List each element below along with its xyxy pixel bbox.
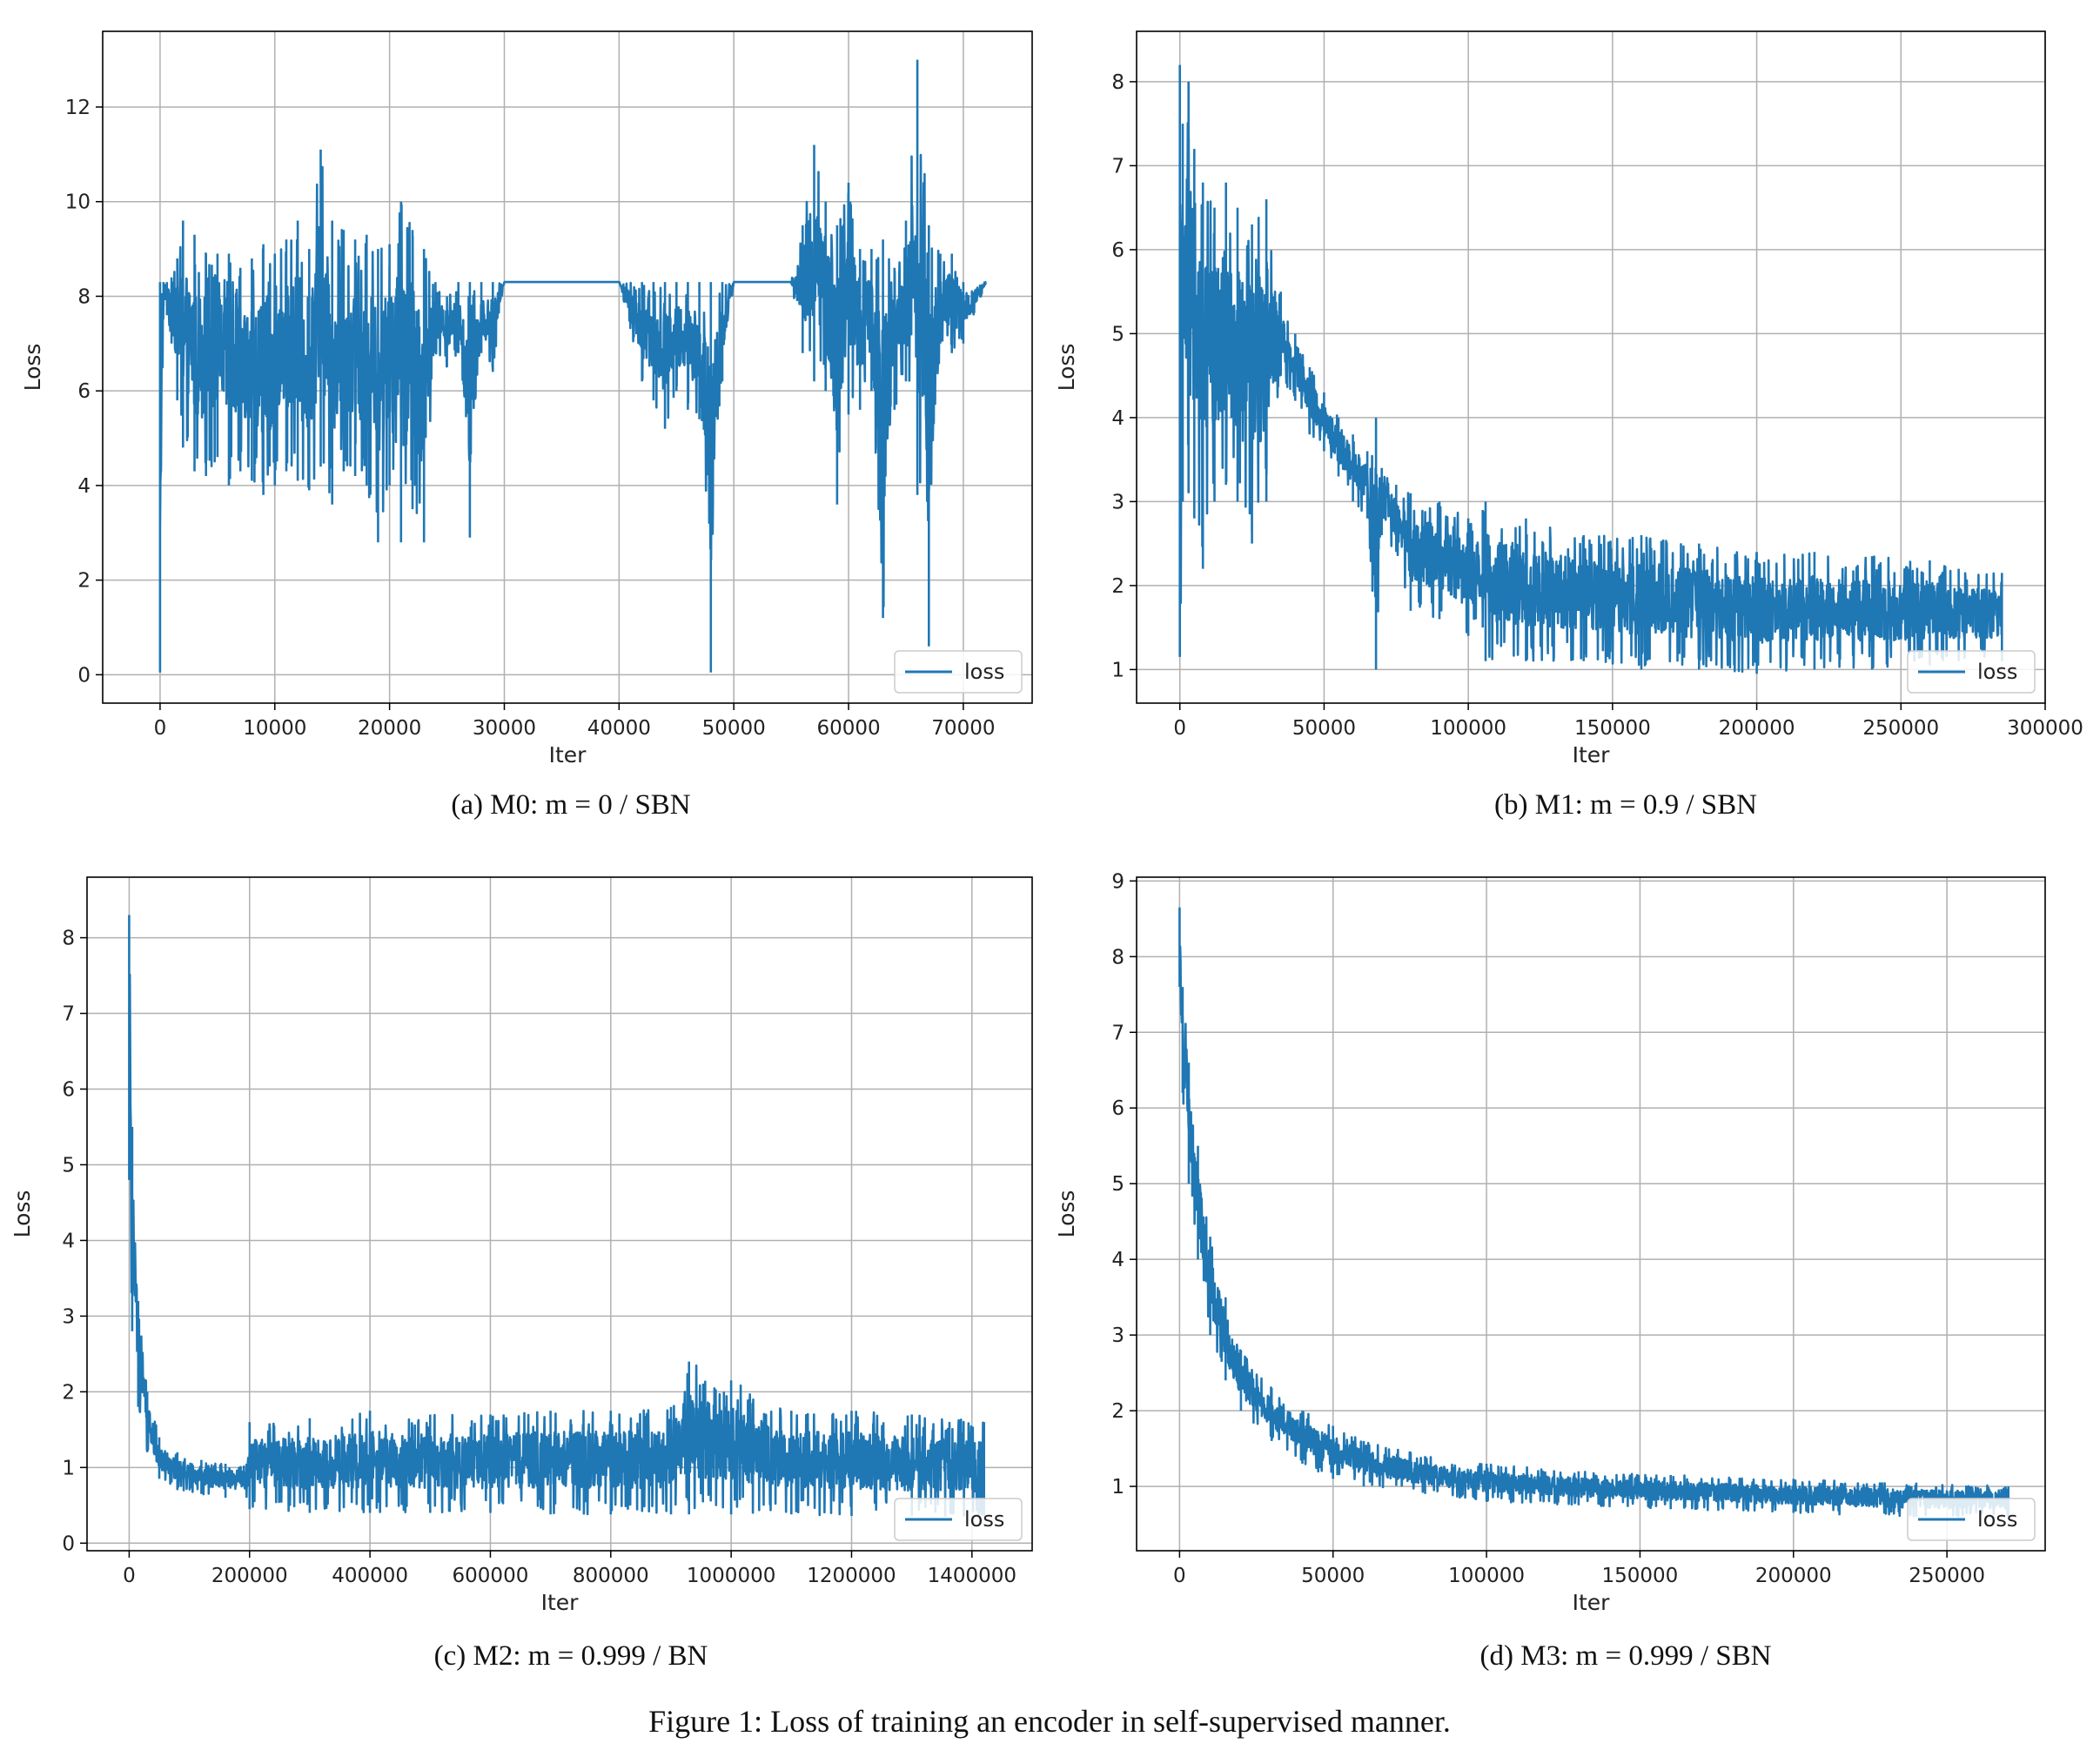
- y-tick-label: 3: [1111, 491, 1124, 513]
- x-axis-label: Iter: [1573, 1590, 1611, 1615]
- legend-box: [894, 1498, 1023, 1541]
- y-tick-label: 5: [62, 1154, 75, 1177]
- x-tick-label: 50000: [702, 717, 766, 740]
- panel-d-m3: (d) M3: m = 0.999 / SBN 0 50000 100000 1500…: [1054, 870, 2046, 1672]
- y-tick-label: 12: [65, 97, 91, 119]
- y-tick-label: 6: [77, 380, 91, 403]
- y-tick-label: 10: [65, 191, 91, 214]
- series-loss-line: [128, 915, 985, 1518]
- y-tick-label: 6: [62, 1079, 75, 1102]
- x-tick-label: 200000: [211, 1565, 288, 1587]
- x-tick-label: 300000: [2007, 717, 2083, 740]
- x-tick-label: 150000: [1574, 717, 1651, 740]
- y-tick-label: 8: [1111, 946, 1124, 969]
- x-axis-label: Iter: [1573, 742, 1611, 768]
- x-tick-label: 250000: [1909, 1565, 1985, 1587]
- x-tick-label: 50000: [1292, 717, 1356, 740]
- x-tick-label: 800000: [573, 1565, 649, 1587]
- y-axis-label: Loss: [1054, 344, 1079, 392]
- y-tick-label: 1: [1111, 659, 1124, 681]
- x-axis-label: Iter: [541, 1590, 580, 1615]
- x-tick-label: 250000: [1862, 717, 1939, 740]
- y-tick-label: 8: [1111, 71, 1124, 94]
- y-tick-label: 3: [1111, 1324, 1124, 1347]
- x-tick-label: 0: [154, 717, 167, 740]
- y-tick-label: 4: [1111, 1249, 1124, 1271]
- x-axis-label: Iter: [549, 742, 587, 768]
- x-tick-label: 100000: [1430, 717, 1506, 740]
- legend-label: loss: [1977, 1507, 2017, 1532]
- x-tick-label: 600000: [453, 1565, 529, 1587]
- y-tick-label: 1: [1111, 1476, 1124, 1499]
- axes-frame: [102, 30, 1033, 704]
- series-loss-line: [1178, 907, 2009, 1518]
- x-tick-label: 40000: [587, 717, 651, 740]
- y-tick-label: 7: [1111, 155, 1124, 178]
- x-tick-label: 0: [1173, 717, 1186, 740]
- y-tick-label: 6: [1111, 1097, 1124, 1120]
- x-tick-label: 200000: [1755, 1565, 1832, 1587]
- x-tick-label: 200000: [1719, 717, 1795, 740]
- x-tick-label: 0: [123, 1565, 136, 1587]
- axes-frame: [1136, 876, 2046, 1552]
- panel-a-m0: (a) M0: m = 0 / SBN 0 10000 20000 30000 4000…: [20, 30, 1033, 821]
- y-tick-label: 2: [1111, 1400, 1124, 1423]
- y-tick-label: 3: [62, 1305, 75, 1328]
- x-tick-label: 0: [1173, 1565, 1186, 1587]
- x-tick-label: 70000: [931, 717, 995, 740]
- y-tick-label: 7: [1111, 1022, 1124, 1044]
- y-tick-label: 8: [62, 928, 75, 950]
- caption-a: (a) M0: m = 0 / SBN: [451, 789, 690, 821]
- y-tick-label: 0: [62, 1532, 75, 1555]
- x-tick-label: 400000: [332, 1565, 408, 1587]
- y-tick-label: 8: [77, 285, 91, 308]
- figure-caption: Figure 1: Loss of training an encoder in…: [648, 1704, 1451, 1739]
- legend-box: [1907, 650, 2036, 694]
- y-tick-label: 2: [62, 1381, 75, 1404]
- y-tick-label: 6: [1111, 239, 1124, 262]
- x-tick-label: 1200000: [807, 1565, 896, 1587]
- y-axis-label: Loss: [10, 1190, 35, 1238]
- y-tick-label: 4: [62, 1230, 75, 1252]
- y-tick-label: 9: [1111, 870, 1124, 893]
- caption-d: (d) M3: m = 0.999 / SBN: [1480, 1640, 1772, 1672]
- legend-label: loss: [1977, 660, 2017, 684]
- legend-label: loss: [964, 1507, 1004, 1532]
- legend-box: [1907, 1498, 2036, 1541]
- x-tick-label: 10000: [243, 717, 306, 740]
- x-tick-label: 1400000: [928, 1565, 1016, 1587]
- y-tick-label: 2: [1111, 575, 1124, 598]
- caption-c: (c) M2: m = 0.999 / BN: [434, 1640, 708, 1672]
- x-tick-label: 20000: [358, 717, 421, 740]
- y-axis-label: Loss: [20, 344, 45, 392]
- legend-box: [894, 650, 1023, 694]
- legend-label: loss: [964, 660, 1004, 684]
- y-tick-label: 1: [62, 1457, 75, 1479]
- y-tick-label: 5: [1111, 323, 1124, 345]
- x-tick-label: 60000: [816, 717, 880, 740]
- axes-frame: [1136, 30, 2046, 704]
- x-tick-label: 30000: [473, 717, 536, 740]
- y-tick-label: 5: [1111, 1173, 1124, 1196]
- x-tick-label: 100000: [1448, 1565, 1525, 1587]
- y-tick-label: 4: [77, 475, 91, 498]
- y-tick-label: 7: [62, 1003, 75, 1026]
- series-loss-line: [1178, 64, 2003, 674]
- y-tick-label: 0: [77, 664, 91, 687]
- x-tick-label: 50000: [1301, 1565, 1365, 1587]
- y-tick-label: 4: [1111, 407, 1124, 430]
- caption-b: (b) M1: m = 0.9 / SBN: [1494, 789, 1757, 821]
- panel-c-m2: (c) M2: m = 0.999 / BN 0 200000 400000 6000…: [10, 876, 1033, 1672]
- x-tick-label: 1000000: [687, 1565, 775, 1587]
- axes-frame: [86, 876, 1033, 1552]
- series-loss-line: [158, 59, 988, 673]
- y-tick-label: 2: [77, 570, 91, 593]
- y-axis-label: Loss: [1054, 1190, 1079, 1238]
- panel-b-m1: (b) M1: m = 0.9 / SBN 0 50000 100000 150000…: [1054, 30, 2083, 821]
- x-tick-label: 150000: [1602, 1565, 1679, 1587]
